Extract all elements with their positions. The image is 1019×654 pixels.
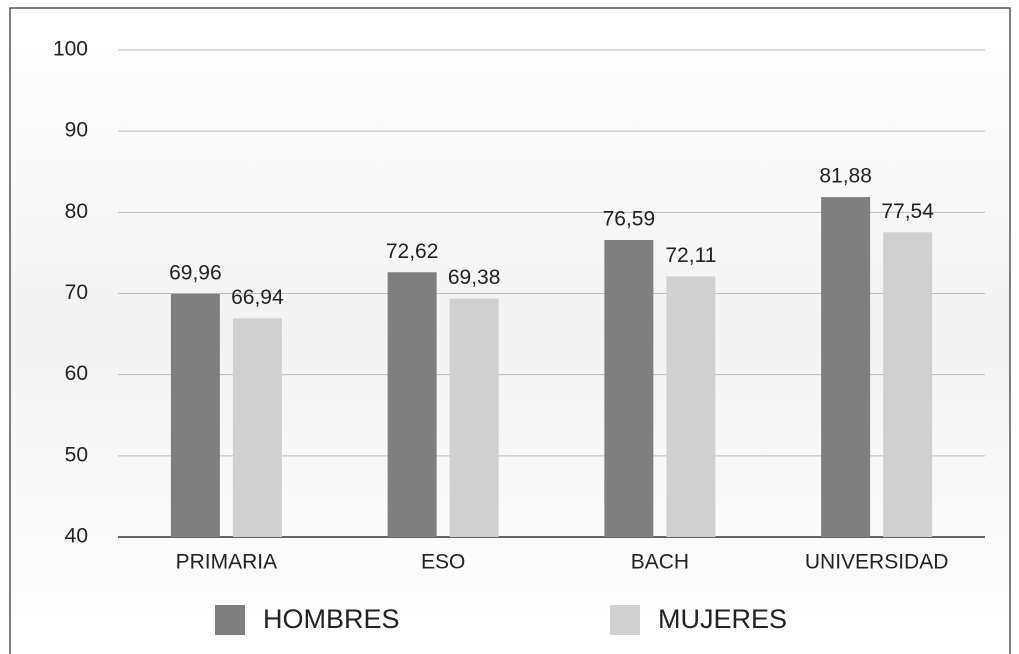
legend-label: HOMBRES bbox=[263, 604, 400, 634]
bar bbox=[821, 197, 871, 537]
x-tick-label: BACH bbox=[631, 551, 689, 574]
value-label: 81,88 bbox=[819, 165, 872, 188]
y-tick-label: 60 bbox=[65, 362, 88, 385]
bar bbox=[666, 276, 716, 537]
x-tick-label: ESO bbox=[421, 551, 465, 574]
y-tick-label: 50 bbox=[65, 443, 88, 466]
bar bbox=[883, 232, 933, 537]
y-tick-label: 40 bbox=[65, 525, 88, 548]
y-tick-label: 70 bbox=[65, 281, 88, 304]
bar bbox=[170, 293, 220, 537]
frame bbox=[9, 7, 1011, 654]
value-label: 66,94 bbox=[231, 286, 284, 309]
bar bbox=[232, 318, 282, 537]
bar bbox=[604, 240, 654, 537]
bar bbox=[387, 272, 437, 537]
value-label: 72,11 bbox=[665, 244, 716, 267]
bar bbox=[449, 298, 499, 537]
y-tick-label: 80 bbox=[65, 200, 88, 223]
value-label: 69,96 bbox=[169, 261, 222, 284]
x-tick-label: PRIMARIA bbox=[176, 551, 278, 574]
value-label: 76,59 bbox=[603, 208, 656, 231]
y-tick-label: 100 bbox=[53, 38, 88, 61]
legend-swatch bbox=[610, 605, 640, 635]
value-label: 69,38 bbox=[448, 266, 501, 289]
legend-swatch bbox=[215, 605, 245, 635]
y-tick-label: 90 bbox=[65, 119, 88, 142]
value-label: 72,62 bbox=[386, 240, 439, 263]
value-label: 77,54 bbox=[881, 200, 934, 223]
legend-label: MUJERES bbox=[658, 604, 787, 634]
x-tick-label: UNIVERSIDAD bbox=[805, 551, 949, 574]
